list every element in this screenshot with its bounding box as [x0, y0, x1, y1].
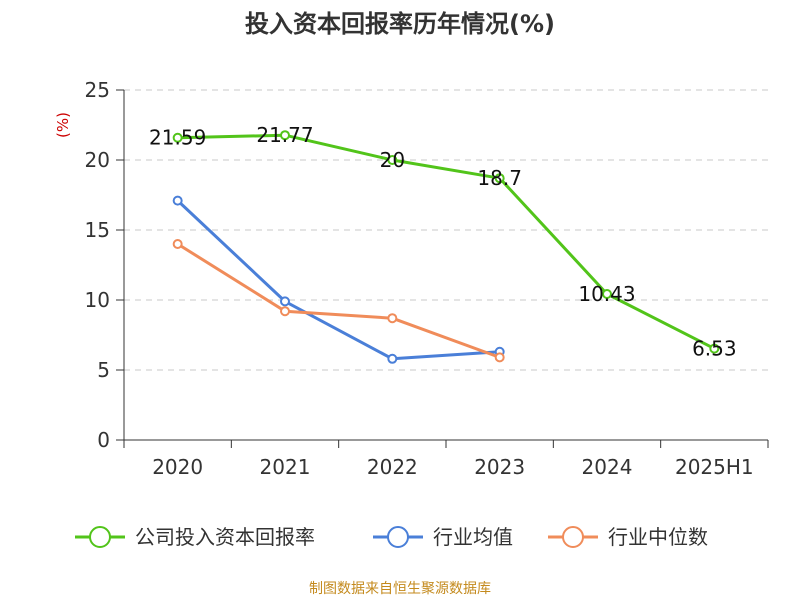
- data-point[interactable]: [494, 352, 505, 363]
- y-tick-label: 0: [97, 428, 110, 452]
- x-tick-label: 2020: [152, 455, 203, 479]
- legend: 公司投入资本回报率 行业均值 行业中位数: [75, 525, 708, 549]
- data-point[interactable]: [387, 353, 398, 364]
- legend-label: 公司投入资本回报率: [135, 525, 315, 549]
- series-line: [177, 133, 716, 350]
- y-tick-label: 10: [85, 288, 110, 312]
- data-point[interactable]: [172, 239, 183, 249]
- axes: 0 5 10 15 20 25 2020 2021 2022 2023 2024 2025H1: [85, 78, 769, 479]
- data-point[interactable]: [602, 288, 612, 299]
- data-label: 20: [380, 148, 405, 172]
- data-point[interactable]: [387, 155, 398, 165]
- y-tick-label: 5: [97, 358, 110, 382]
- legend-marker-icon: [562, 526, 584, 548]
- data-point[interactable]: [387, 313, 398, 324]
- data-label: 18.7: [477, 166, 522, 190]
- data-label: 21.59: [149, 126, 206, 150]
- x-tick-label: 2021: [260, 455, 311, 479]
- source-note: 制图数据来自恒生聚源数据库: [309, 581, 491, 597]
- x-tick-label: 2023: [474, 455, 525, 479]
- series-line: [176, 199, 500, 361]
- legend-marker-icon: [89, 526, 111, 548]
- legend-label: 行业均值: [433, 525, 513, 549]
- series-line: [176, 242, 501, 359]
- data-point[interactable]: [280, 296, 290, 307]
- series-lines: [172, 130, 720, 364]
- grid-lines: [124, 89, 768, 371]
- data-label: 10.43: [578, 282, 635, 306]
- data-point[interactable]: [709, 343, 720, 354]
- data-point[interactable]: [280, 130, 290, 141]
- x-tick-label: 2025H1: [675, 455, 754, 479]
- x-tick-label: 2022: [367, 455, 418, 479]
- chart-title: 投入资本回报率历年情况(%): [245, 10, 555, 38]
- y-tick-label: 15: [85, 218, 110, 242]
- x-tick-label: 2024: [582, 455, 633, 479]
- data-labels: 21.59 21.77 20 18.7 10.43 6.53: [149, 123, 737, 360]
- legend-marker-icon: [387, 526, 409, 548]
- legend-item[interactable]: 公司投入资本回报率: [75, 525, 315, 549]
- y-tick-label: 20: [85, 148, 110, 172]
- legend-label: 行业中位数: [608, 525, 708, 549]
- data-point[interactable]: [172, 132, 183, 143]
- data-point[interactable]: [280, 306, 290, 317]
- y-axis-unit: (%): [54, 112, 72, 138]
- data-point[interactable]: [172, 195, 183, 206]
- data-label: 6.53: [692, 337, 737, 361]
- data-label: 21.77: [256, 123, 313, 147]
- data-point[interactable]: [494, 173, 505, 184]
- legend-item[interactable]: 行业均值: [373, 525, 513, 549]
- y-tick-label: 25: [85, 78, 110, 102]
- legend-item[interactable]: 行业中位数: [548, 525, 708, 549]
